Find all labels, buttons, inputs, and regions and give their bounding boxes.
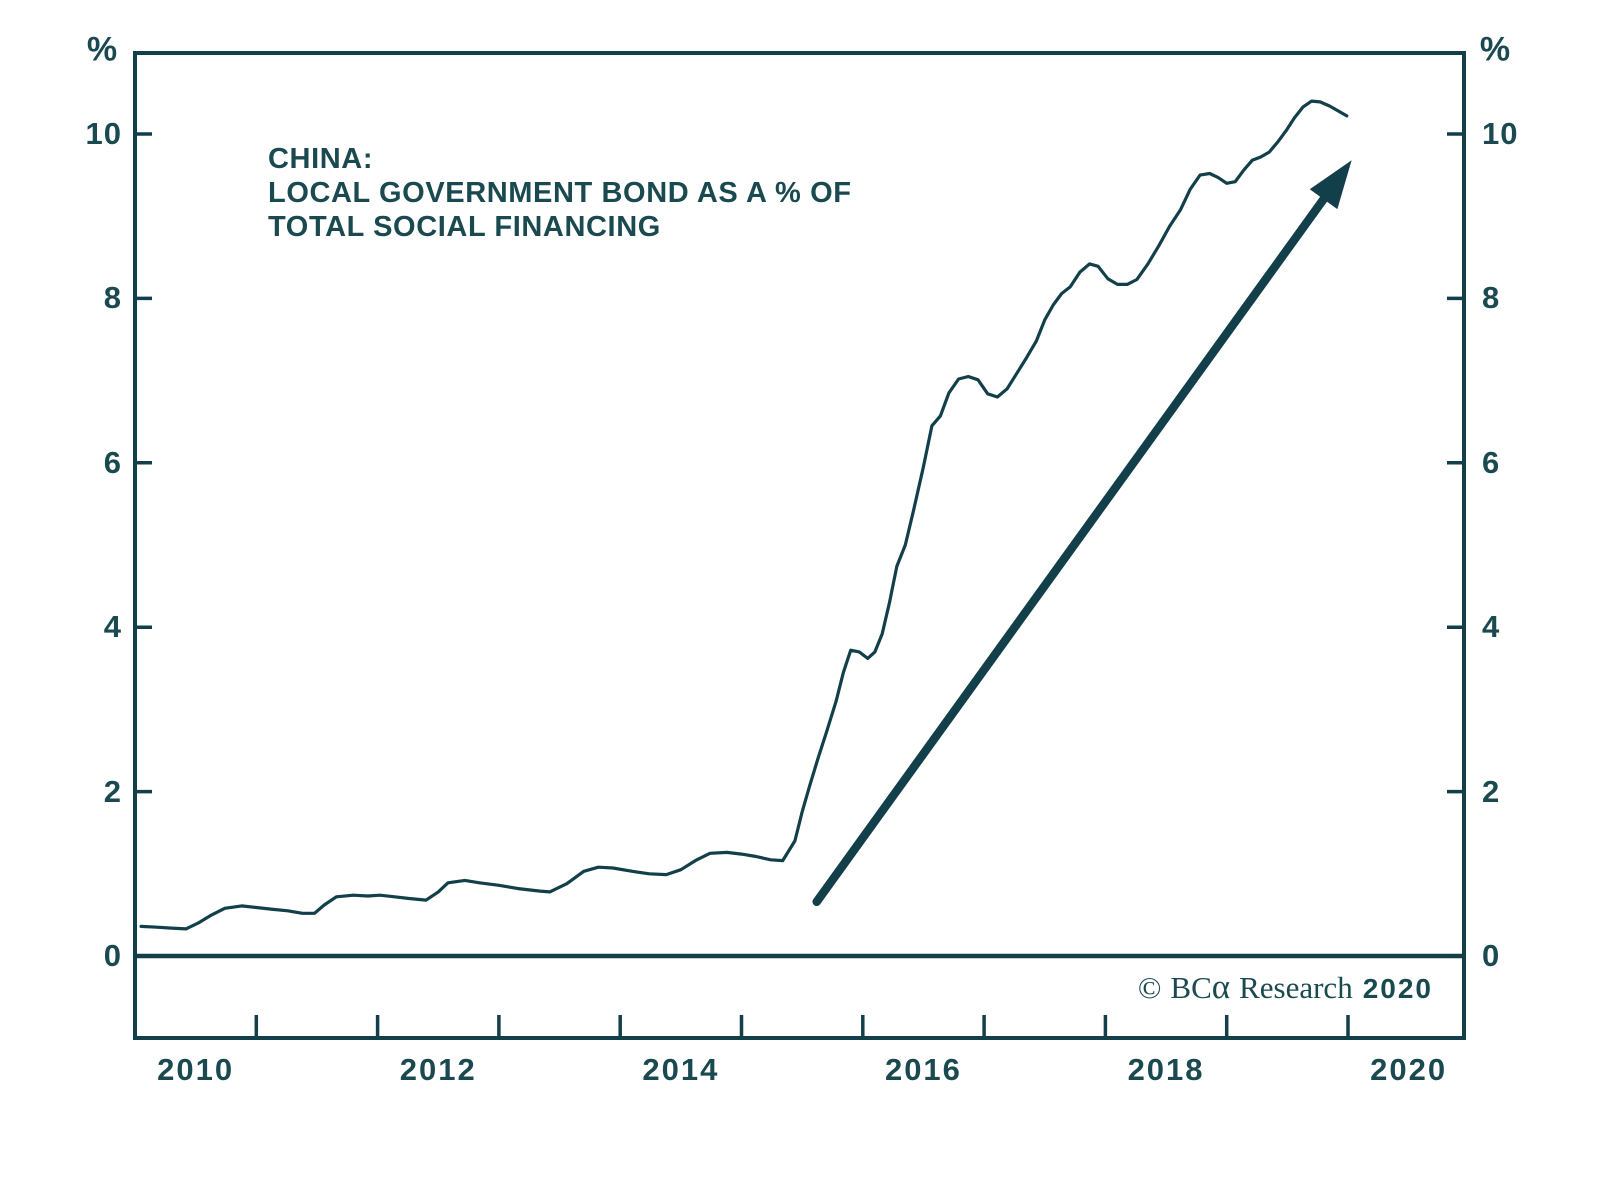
- chart-title: CHINA: LOCAL GOVERNMENT BOND AS A % OF T…: [268, 142, 852, 244]
- chart-title-line1: CHINA:: [268, 143, 374, 175]
- chart-title-line3: TOTAL SOCIAL FINANCING: [268, 211, 661, 243]
- y-axis-label-right: 6: [1482, 444, 1501, 480]
- watermark-year: 2020: [1362, 973, 1433, 1004]
- y-axis-label-right: 10: [1482, 116, 1519, 151]
- y-axis-unit-left: %: [86, 30, 118, 69]
- y-axis-label-right: 8: [1482, 280, 1501, 316]
- watermark-text: Research: [1239, 970, 1353, 1005]
- watermark-alpha: α: [1211, 967, 1231, 1006]
- y-axis-label-left: 10: [85, 116, 122, 151]
- x-axis-label: 2010: [157, 1052, 235, 1087]
- y-axis-label-left: 4: [103, 609, 122, 645]
- y-axis-label-right: 0: [1482, 938, 1501, 973]
- chart-title-line2: LOCAL GOVERNMENT BOND AS A % OF: [268, 177, 852, 209]
- y-axis-unit-right: %: [1479, 30, 1511, 69]
- trend-arrow-shaft: [812, 190, 1332, 906]
- y-axis-label-left: 2: [103, 773, 122, 809]
- watermark: © BCα Research 2020: [1138, 969, 1433, 1007]
- x-axis-label: 2012: [399, 1052, 477, 1087]
- x-axis-label: 2020: [1370, 1052, 1448, 1087]
- y-axis-label-left: 6: [103, 444, 122, 480]
- watermark-brand: BC: [1170, 970, 1212, 1005]
- trend-arrow-head: [1309, 160, 1352, 210]
- x-axis-label: 2014: [642, 1052, 720, 1087]
- y-axis-label-right: 4: [1482, 609, 1501, 645]
- plot-border: [133, 51, 1466, 1040]
- y-axis-label-left: 0: [103, 938, 122, 973]
- y-axis-label-right: 2: [1482, 773, 1501, 809]
- x-axis-label: 2016: [884, 1052, 962, 1087]
- data-line: [139, 99, 1349, 931]
- watermark-copyright: ©: [1137, 970, 1162, 1005]
- y-axis-label-left: 8: [103, 280, 122, 316]
- x-axis-label: 2018: [1127, 1052, 1205, 1087]
